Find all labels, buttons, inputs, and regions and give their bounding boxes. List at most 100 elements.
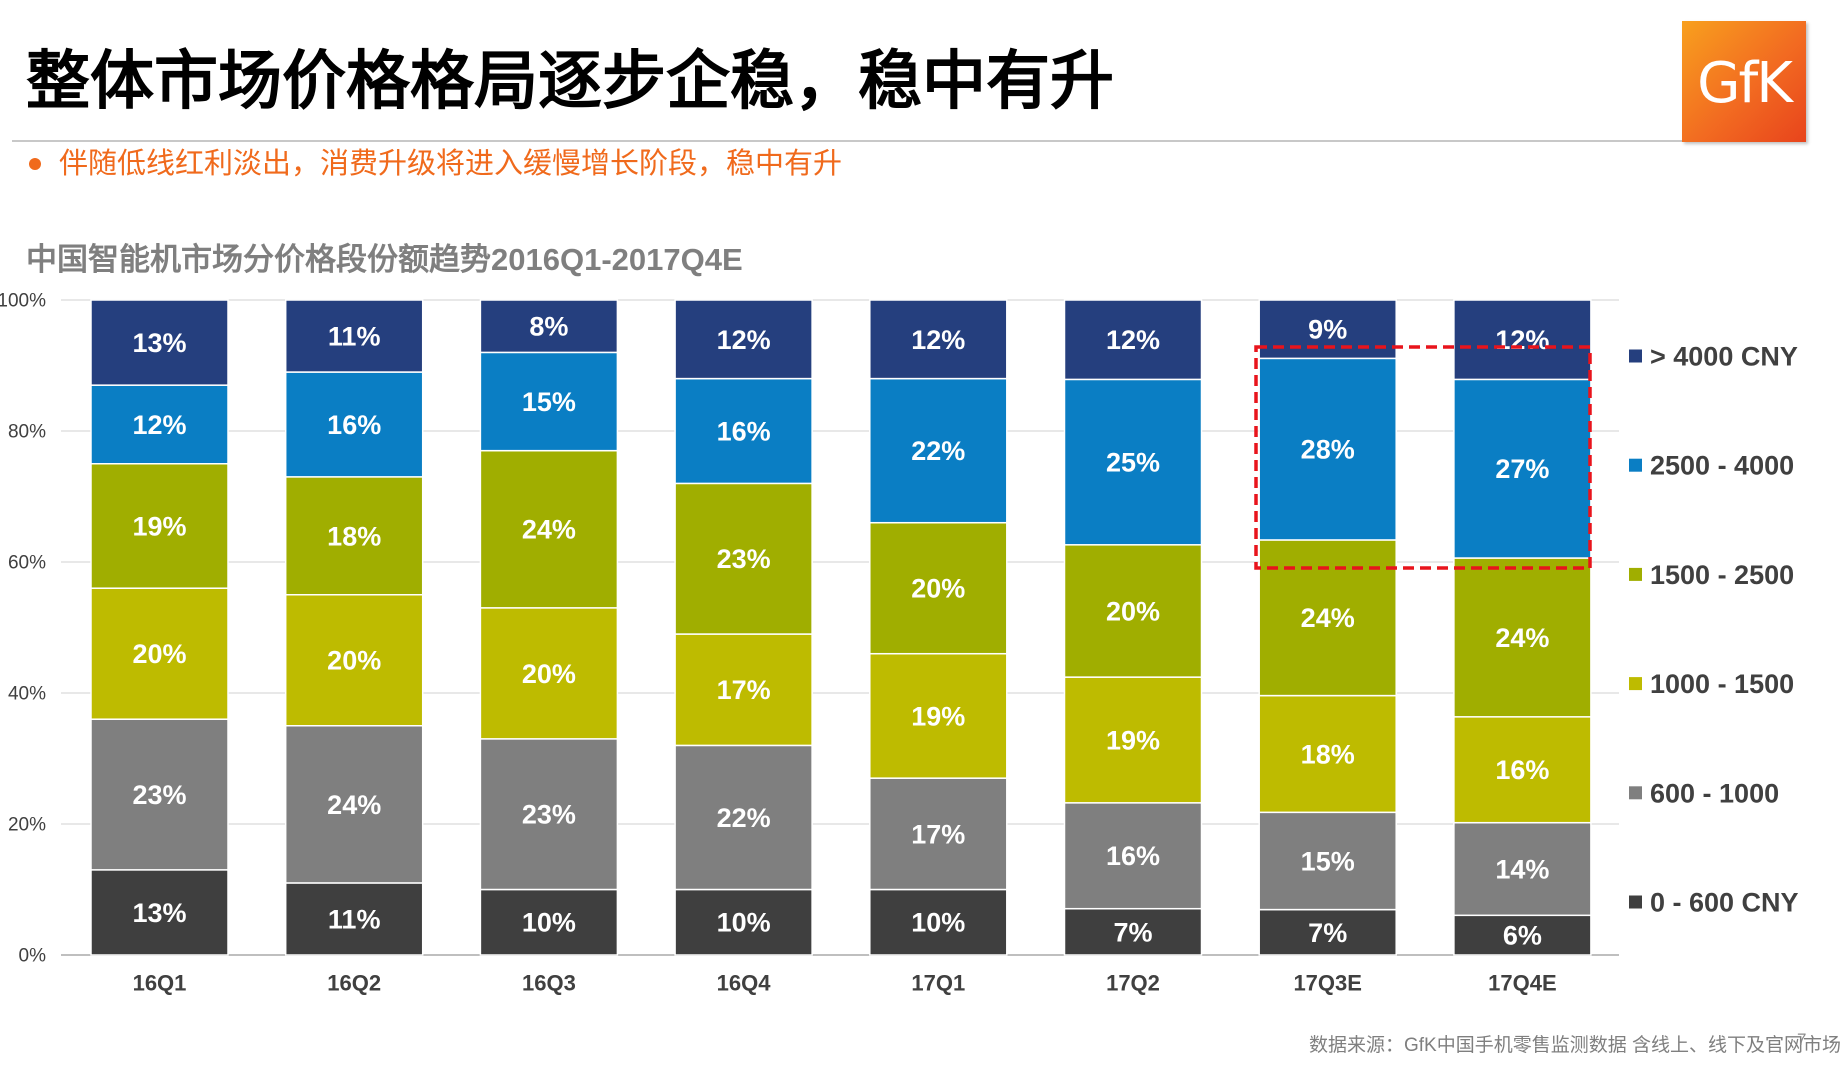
bar-segment — [869, 299, 1008, 380]
data-label: 17% — [911, 819, 965, 849]
data-label: 18% — [327, 521, 381, 551]
data-label: 16% — [1106, 841, 1160, 871]
data-label: 22% — [911, 436, 965, 466]
data-label: 17% — [717, 675, 771, 705]
data-label: 7% — [1308, 918, 1347, 948]
data-label: 16% — [1495, 755, 1549, 785]
y-tick-label: 0% — [19, 946, 47, 967]
data-label: 22% — [717, 803, 771, 833]
bar-segment — [869, 888, 1008, 956]
data-label: 14% — [1495, 854, 1549, 884]
legend-item: 2500 - 4000 — [1629, 451, 1794, 481]
data-label: 23% — [522, 800, 576, 830]
x-tick-label: 16Q1 — [133, 971, 187, 996]
bar-segment — [1063, 907, 1203, 956]
x-tick-label: 16Q3 — [522, 971, 576, 996]
data-label: 6% — [1503, 921, 1542, 951]
bullet-text: 伴随低线红利淡出，消费升级将进入缓慢增长阶段，稳中有升 — [59, 148, 843, 180]
y-tick-label: 60% — [8, 553, 46, 574]
data-label: 28% — [1301, 435, 1355, 465]
bar-stack: 10% 23% 20% 24% 15% 8% — [479, 299, 619, 956]
data-label: 12% — [132, 410, 186, 440]
data-label: 24% — [327, 790, 381, 820]
gfk-logo-text: GfK — [1697, 50, 1793, 116]
bar-segment — [90, 869, 229, 956]
bar-segment — [1258, 811, 1397, 911]
legend-label: > 4000 CNY — [1650, 341, 1798, 371]
bar-segment — [1063, 544, 1203, 678]
data-label: 18% — [1301, 739, 1355, 769]
chart-title: 中国智能机市场分价格段份额趋势2016Q1-2017Q4E — [26, 242, 743, 277]
bar-segment — [1453, 378, 1592, 559]
y-tick-label: 40% — [8, 684, 46, 705]
bar-segment — [90, 384, 229, 465]
bar-segment — [1453, 299, 1592, 381]
legend-item: > 4000 CNY — [1629, 341, 1798, 371]
bar-segment — [869, 377, 1008, 524]
data-label: 24% — [1495, 623, 1549, 653]
bar-segment — [90, 463, 229, 589]
bar-stack: 7% 15% 18% 24% 28% 9% — [1258, 299, 1397, 956]
legend-label: 1000 - 1500 — [1650, 669, 1794, 699]
data-label: 25% — [1106, 448, 1160, 478]
data-label: 23% — [132, 780, 186, 810]
bar-segment — [869, 652, 1008, 779]
data-label: 24% — [522, 515, 576, 545]
data-label: 13% — [132, 328, 186, 358]
data-label: 7% — [1113, 917, 1152, 947]
bar-stack: 13% 23% 20% 19% 12% 13% — [90, 299, 229, 956]
legend-item: 600 - 1000 — [1629, 778, 1779, 808]
page-number: 7 — [1797, 1030, 1807, 1049]
x-tick-label: 16Q4 — [717, 971, 772, 996]
data-label: 16% — [717, 416, 771, 446]
bar-segment — [1258, 357, 1397, 541]
bar-stack: 10% 17% 19% 20% 22% 12% — [869, 299, 1008, 956]
bar-segment — [674, 744, 813, 891]
bar-stack: 11% 24% 20% 18% 16% 11% — [284, 299, 424, 956]
legend-marker — [1629, 895, 1642, 909]
y-tick-label: 80% — [8, 422, 46, 443]
bar-segment — [479, 449, 619, 609]
legend-marker — [1629, 786, 1642, 800]
legend-marker — [1629, 458, 1642, 472]
data-label: 20% — [911, 574, 965, 604]
bar-segment — [674, 299, 813, 380]
data-label: 10% — [522, 908, 576, 938]
bars: 13% 23% 20% 19% 12% 13% 16Q1 11% 24% 20% 18% 16% 11%… — [90, 299, 1592, 996]
bar-stack: 10% 22% 17% 23% 16% 12% — [674, 299, 813, 956]
bar-segment — [674, 377, 813, 485]
legend: > 4000 CNY 2500 - 4000 1500 - 2500 1000 - 1… — [1629, 341, 1799, 917]
legend-marker — [1629, 349, 1642, 363]
x-tick-label: 17Q4E — [1488, 971, 1557, 996]
gfk-logo: GfK — [1682, 21, 1806, 142]
legend-label: 2500 - 4000 — [1650, 451, 1794, 481]
data-label: 11% — [328, 321, 381, 351]
data-label: 15% — [522, 387, 576, 417]
x-tick-label: 17Q3E — [1293, 971, 1362, 996]
data-label: 11% — [328, 904, 381, 934]
bar-segment — [1453, 821, 1592, 917]
data-label: 19% — [132, 511, 186, 541]
data-label: 27% — [1495, 454, 1549, 484]
bar-segment — [284, 594, 424, 727]
data-label: 13% — [132, 898, 186, 928]
bar-segment — [869, 521, 1008, 655]
data-label: 19% — [1106, 725, 1160, 755]
data-label: 24% — [1301, 603, 1355, 633]
data-label: 20% — [132, 639, 186, 669]
slide-title: 整体市场价格格局逐步企稳，稳中有升 — [26, 45, 1114, 117]
data-label: 20% — [1106, 596, 1160, 626]
y-tick-label: 100% — [0, 291, 46, 312]
bar-stack: 7% 16% 19% 20% 25% 12% — [1063, 299, 1203, 956]
data-label: 12% — [911, 325, 965, 355]
bar-segment — [1063, 802, 1203, 910]
legend-item: 1500 - 2500 — [1629, 560, 1794, 590]
bar-segment — [1453, 557, 1592, 718]
legend-marker — [1629, 677, 1642, 691]
data-label: 9% — [1308, 315, 1347, 345]
bar-segment — [479, 888, 619, 956]
bar-segment — [284, 882, 424, 956]
data-label: 10% — [911, 908, 965, 938]
bar-segment — [1453, 716, 1592, 824]
